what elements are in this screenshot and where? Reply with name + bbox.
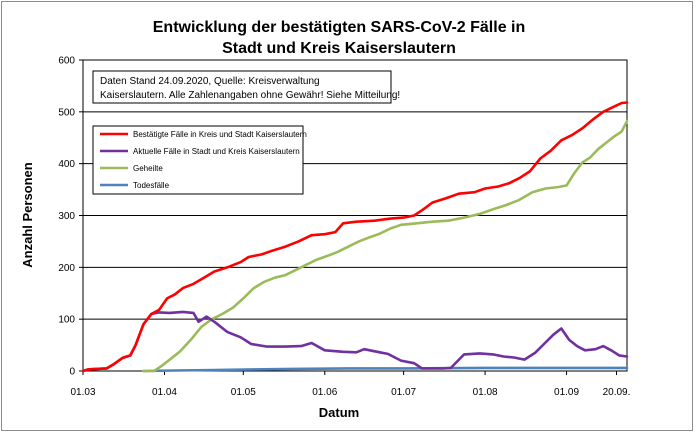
x-axis-label: Datum (319, 405, 359, 420)
x-tick-label: 20.09. (603, 387, 631, 398)
y-tick-label: 300 (58, 211, 75, 222)
series-line-3 (142, 366, 629, 373)
y-tick-labels: 0 100 200 300 400 500 600 (58, 56, 75, 378)
y-tick-label: 500 (58, 107, 75, 118)
y-tick-label: 0 (69, 367, 75, 378)
x-tick-label: 01.07 (391, 387, 416, 398)
chart-title-line-1: Entwicklung der bestätigten SARS-CoV-2 F… (153, 19, 526, 36)
x-tick-label: 01.06 (312, 387, 337, 398)
y-tick-label: 200 (58, 263, 75, 274)
note-box-border (92, 70, 392, 104)
x-tick-label: 01.08 (473, 387, 498, 398)
x-tick-labels: 01.03 01.04 01.05 01.06 01.07 01.08 01.09 20.09… (70, 387, 630, 398)
chart-title-line-2: Stadt und Kreis Kaiserslautern (222, 40, 456, 57)
legend-label-3: Todesfälle (133, 181, 170, 190)
series-line-0 (81, 101, 629, 373)
series-lines (81, 101, 629, 373)
x-tick-label: 01.09 (554, 387, 579, 398)
series-line-2 (142, 119, 629, 373)
grid-lines (79, 59, 627, 375)
note-line-2: Kaiserslautern. Alle Zahlenangaben ohne … (100, 90, 400, 101)
y-axis-label: Anzahl Personen (20, 162, 35, 268)
legend-label-0: Bestätigte Fälle in Kreis und Stadt Kais… (133, 130, 307, 139)
legend-label-2: Geheilte (133, 164, 163, 173)
legend-box (92, 125, 304, 195)
y-tick-label: 100 (58, 315, 75, 326)
note-line-1: Daten Stand 24.09.2020, Quelle: Kreisver… (100, 76, 320, 87)
y-tick-label: 400 (58, 159, 75, 170)
data-note-box: Daten Stand 24.09.2020, Quelle: Kreisver… (92, 70, 400, 104)
x-tick-label: 01.03 (70, 387, 95, 398)
legend: Bestätigte Fälle in Kreis und Stadt Kais… (92, 125, 307, 195)
legend-label-1: Aktuelle Fälle in Stadt und Kreis Kaiser… (133, 147, 300, 156)
y-tick-label: 600 (58, 56, 75, 67)
x-tick-label: 01.04 (152, 387, 177, 398)
plot-area-border (82, 59, 628, 372)
x-tick-label: 01.05 (231, 387, 256, 398)
